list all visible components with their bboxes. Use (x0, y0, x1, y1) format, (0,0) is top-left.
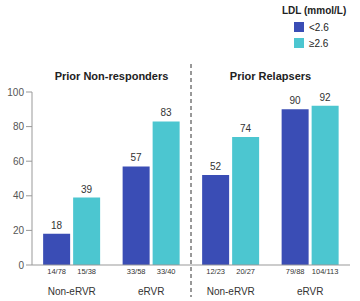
svg-text:eRVR: eRVR (297, 286, 324, 297)
svg-text:15/38: 15/38 (77, 267, 96, 276)
svg-text:20/27: 20/27 (236, 267, 255, 276)
svg-text:40: 40 (13, 190, 25, 201)
svg-text:90: 90 (290, 95, 302, 106)
svg-text:Non-eRVR: Non-eRVR (207, 286, 255, 297)
svg-text:104/113: 104/113 (312, 267, 339, 276)
svg-text:Non-eRVR: Non-eRVR (48, 286, 96, 297)
svg-text:100: 100 (8, 87, 24, 98)
svg-text:60: 60 (13, 156, 25, 167)
svg-text:80: 80 (13, 121, 25, 132)
svg-text:12/23: 12/23 (206, 267, 225, 276)
svg-text:39: 39 (81, 184, 93, 195)
svg-text:0: 0 (18, 260, 24, 271)
svg-text:<2.6: <2.6 (309, 22, 329, 33)
svg-text:83: 83 (161, 107, 173, 118)
svg-text:79/88: 79/88 (286, 267, 305, 276)
svg-text:57: 57 (131, 152, 143, 163)
svg-text:≥2.6: ≥2.6 (309, 38, 329, 49)
svg-text:33/58: 33/58 (127, 267, 146, 276)
svg-text:74: 74 (240, 123, 252, 134)
svg-text:Prior Non-responders: Prior Non-responders (55, 70, 169, 82)
svg-text:LDL (mmol/L): LDL (mmol/L) (282, 5, 346, 16)
svg-text:33/40: 33/40 (157, 267, 176, 276)
svg-text:52: 52 (210, 161, 222, 172)
svg-text:14/78: 14/78 (47, 267, 66, 276)
svg-text:92: 92 (320, 92, 332, 103)
svg-text:20: 20 (13, 225, 25, 236)
svg-text:eRVR: eRVR (138, 286, 165, 297)
svg-text:Prior Relapsers: Prior Relapsers (230, 70, 311, 82)
svg-text:18: 18 (51, 220, 63, 231)
